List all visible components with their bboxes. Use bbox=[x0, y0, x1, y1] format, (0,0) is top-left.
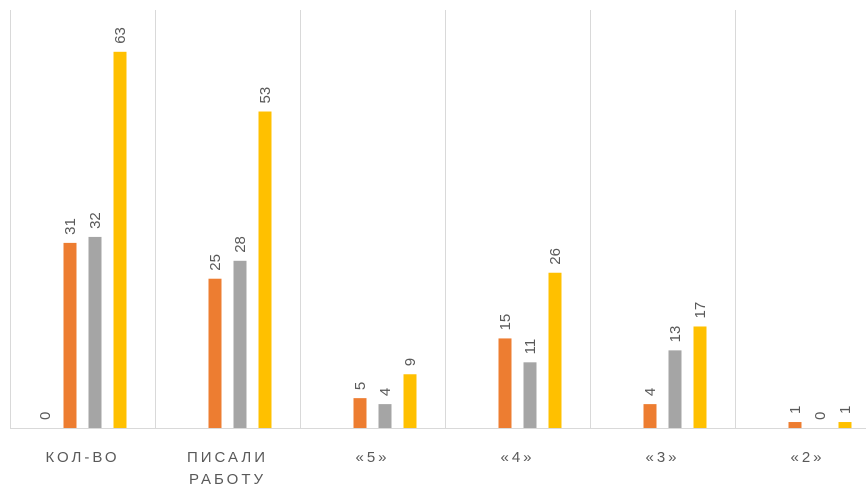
data-label: 1 bbox=[837, 406, 854, 414]
bar bbox=[208, 278, 222, 428]
bar bbox=[233, 260, 247, 428]
x-tick-label: КОЛ-ВО bbox=[45, 449, 119, 466]
data-label: 1 bbox=[787, 406, 804, 414]
bar bbox=[353, 398, 367, 428]
data-label: 4 bbox=[377, 388, 394, 396]
x-tick-label: ПИСАЛИ РАБОТУ bbox=[187, 449, 268, 488]
data-label: 4 bbox=[642, 388, 659, 396]
data-label: 25 bbox=[207, 254, 224, 271]
x-tick-label: «4» bbox=[500, 449, 534, 466]
data-label: 0 bbox=[37, 412, 54, 420]
bar bbox=[498, 338, 512, 428]
data-label: 26 bbox=[547, 248, 564, 265]
bar bbox=[838, 422, 852, 428]
x-tick-label: «2» bbox=[790, 449, 824, 466]
bar bbox=[63, 242, 77, 428]
x-tick-label: «3» bbox=[645, 449, 679, 466]
bar bbox=[258, 111, 272, 428]
data-label: 53 bbox=[257, 87, 274, 104]
data-label: 15 bbox=[497, 314, 514, 331]
data-label: 17 bbox=[692, 302, 709, 319]
data-label: 13 bbox=[667, 326, 684, 343]
bar bbox=[668, 350, 682, 428]
bar bbox=[378, 404, 392, 428]
data-label: 31 bbox=[62, 218, 79, 235]
bar bbox=[693, 326, 707, 428]
bar bbox=[548, 272, 562, 428]
bar bbox=[403, 374, 417, 428]
data-label: 9 bbox=[402, 358, 419, 366]
data-label: 63 bbox=[112, 27, 129, 44]
bar bbox=[643, 404, 657, 428]
data-label: 32 bbox=[87, 212, 104, 229]
data-label: 0 bbox=[812, 412, 829, 420]
data-label: 11 bbox=[522, 339, 539, 355]
bar bbox=[88, 236, 102, 428]
bar bbox=[788, 422, 802, 428]
data-label: 28 bbox=[232, 236, 249, 253]
bar bbox=[523, 362, 537, 428]
bar bbox=[113, 51, 127, 429]
x-tick-label: «5» bbox=[355, 449, 389, 466]
data-label: 5 bbox=[352, 382, 369, 390]
